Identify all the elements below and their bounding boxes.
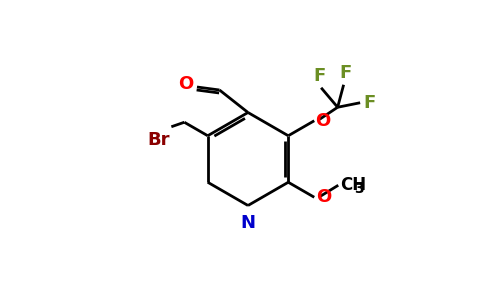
Text: N: N: [241, 214, 256, 232]
Text: 3: 3: [354, 182, 363, 196]
Text: O: O: [316, 112, 331, 130]
Text: O: O: [178, 75, 194, 93]
Text: F: F: [339, 64, 351, 82]
Text: F: F: [314, 67, 326, 85]
Text: CH: CH: [340, 176, 366, 194]
Text: Br: Br: [147, 131, 170, 149]
Text: O: O: [316, 188, 331, 206]
Text: F: F: [363, 94, 376, 112]
